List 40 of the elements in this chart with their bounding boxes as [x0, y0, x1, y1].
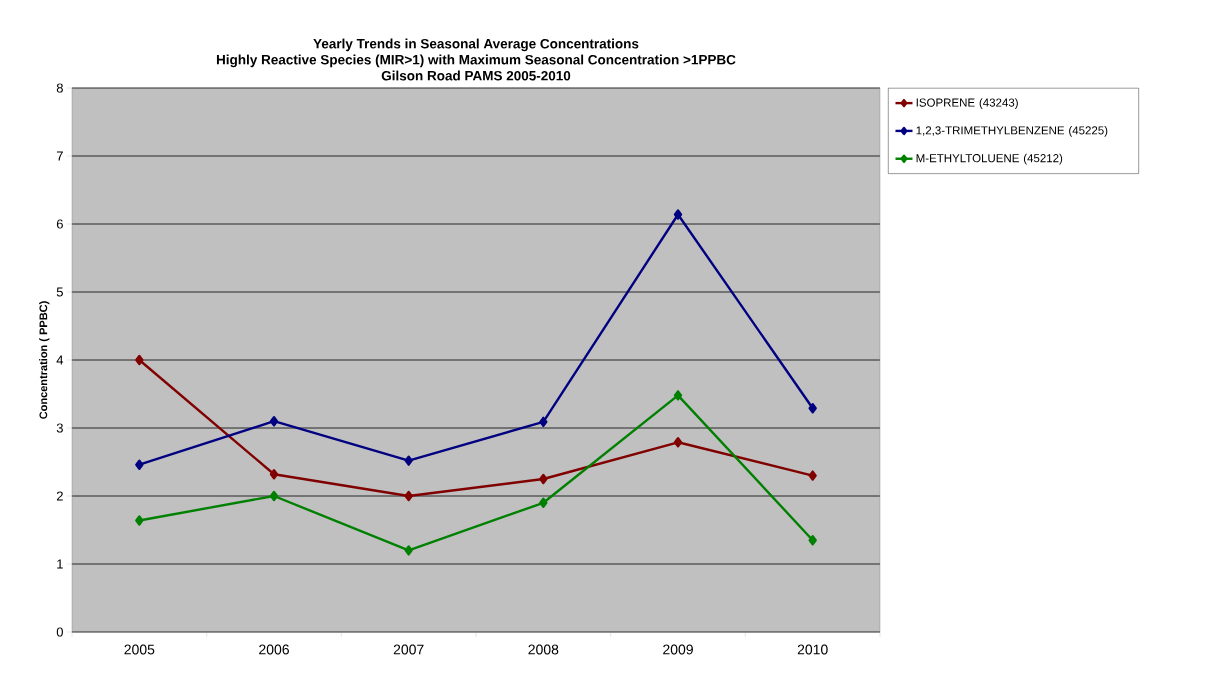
- y-tick-label: 6: [56, 219, 63, 229]
- point: [673, 437, 683, 448]
- point: [269, 469, 279, 480]
- point: [539, 473, 548, 485]
- chart-subtitle: Highly Reactive Species (MIR>1) with Maximum Seasonal Concentration >1PPBC: [216, 54, 736, 68]
- y-tick-label: 2: [56, 491, 63, 501]
- point: [808, 470, 817, 481]
- point: [135, 354, 144, 366]
- y-tick-label: 0: [56, 627, 63, 637]
- point: [135, 515, 144, 526]
- legend-label: M-ETHYLTOLUENE (45212): [916, 153, 1063, 165]
- y-tick-label: 8: [56, 83, 63, 93]
- point: [135, 459, 144, 470]
- point: [404, 545, 413, 556]
- y-tick-label: 3: [56, 423, 63, 433]
- legend-label: 1,2,3-TRIMETHYLBENZENE (45225): [916, 126, 1108, 137]
- point: [404, 455, 413, 466]
- y-tick-label: 5: [56, 287, 63, 297]
- point: [404, 490, 413, 502]
- point: [673, 390, 683, 401]
- x-tick-label: 2006: [259, 644, 289, 655]
- x-tick-label: 2007: [393, 644, 424, 655]
- y-tick-label: 4: [56, 355, 64, 365]
- x-tick-label: 2008: [528, 644, 559, 655]
- point: [673, 209, 683, 220]
- point: [808, 535, 817, 546]
- x-tick-label: 2009: [663, 644, 693, 655]
- point: [269, 416, 279, 427]
- text: Gilson Road PAMS 2005-2010: [381, 70, 571, 81]
- y-tick-label: 1: [57, 559, 63, 569]
- point: [269, 490, 279, 502]
- y-tick-label: 7: [56, 151, 63, 161]
- y-axis-title: Concentration ( PPBC): [39, 301, 50, 419]
- chart-title: Yearly Trends in Seasonal Average Concentrations: [313, 38, 639, 52]
- point: [539, 497, 548, 508]
- point: [539, 416, 548, 428]
- legend-label: ISOPRENE (43243): [916, 98, 1018, 109]
- point: [808, 403, 817, 414]
- x-tick-label: 2005: [124, 644, 155, 655]
- x-tick-label: 2010: [797, 644, 828, 655]
